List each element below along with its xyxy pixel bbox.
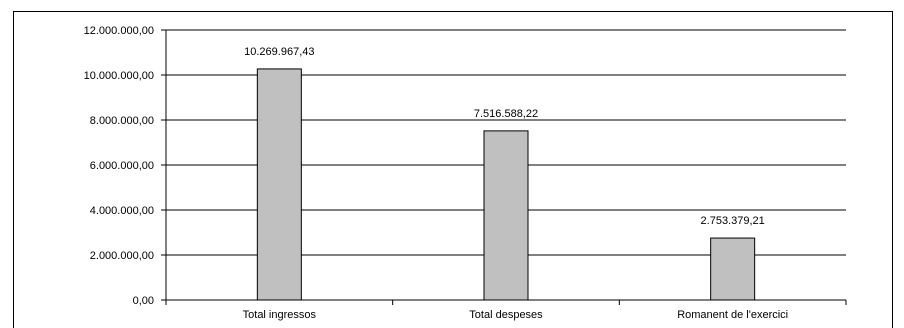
data-label: 7.516.588,22: [474, 108, 538, 120]
chart-frame: [13, 11, 893, 328]
y-tick-label: 4.000.000,00: [90, 205, 154, 217]
x-category-label: Total ingressos: [243, 309, 317, 321]
data-label: 10.269.967,43: [244, 46, 314, 58]
y-tick-label: 0,00: [133, 295, 154, 307]
data-label: 2.753.379,21: [701, 215, 765, 227]
bar: [710, 237, 756, 301]
x-category-label: Romanent de l'exercici: [677, 309, 788, 321]
y-tick-label: 12.000.000,00: [84, 25, 154, 37]
bar: [483, 130, 529, 301]
x-category-label: Total despeses: [469, 309, 543, 321]
y-tick-label: 2.000.000,00: [90, 250, 154, 262]
y-tick-label: 6.000.000,00: [90, 160, 154, 172]
bar: [256, 68, 302, 301]
y-tick-label: 8.000.000,00: [90, 115, 154, 127]
y-tick-label: 10.000.000,00: [84, 70, 154, 82]
